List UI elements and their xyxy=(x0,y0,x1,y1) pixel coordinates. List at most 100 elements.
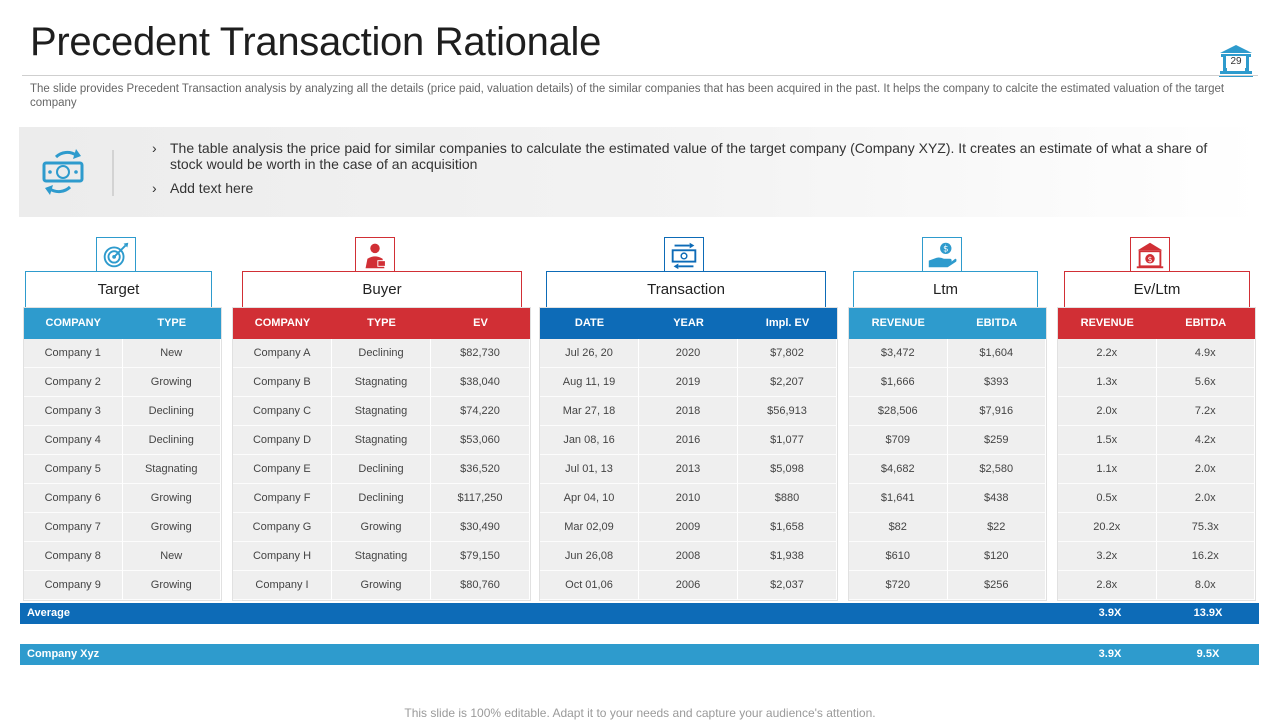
table-cell: $2,037 xyxy=(738,571,837,600)
table-cell: $82 xyxy=(849,513,948,542)
table-cell: $1,077 xyxy=(738,426,837,455)
tab-transaction: Transaction xyxy=(546,271,826,307)
table-cell: Oct 01,06 xyxy=(540,571,639,600)
table-cell: 2016 xyxy=(639,426,738,455)
bank-dollar-icon: $ xyxy=(1130,237,1170,273)
table-cell: 2010 xyxy=(639,484,738,513)
table-cell: $56,913 xyxy=(738,397,837,426)
info-bullet-2: › Add text here xyxy=(152,180,552,196)
table-cell: 16.2x xyxy=(1156,542,1255,571)
table-cell: 2.0x xyxy=(1156,455,1255,484)
column-header: REVENUE xyxy=(849,308,948,339)
page-number: 29 xyxy=(1226,56,1246,68)
table-cell: $709 xyxy=(849,426,948,455)
table-cell: 20.2x xyxy=(1058,513,1157,542)
table-cell: Company 6 xyxy=(24,484,123,513)
table-cell: 2013 xyxy=(639,455,738,484)
table-cell: Declining xyxy=(332,455,431,484)
table-cell: Mar 27, 18 xyxy=(540,397,639,426)
column-header: TYPE xyxy=(122,308,221,339)
table-cell: $22 xyxy=(947,513,1046,542)
table-cell: Stagnating xyxy=(122,455,221,484)
table-cell: $7,802 xyxy=(738,339,837,368)
table-cell: Growing xyxy=(332,513,431,542)
table-cell: Company 1 xyxy=(24,339,123,368)
table-cell: 8.0x xyxy=(1156,571,1255,600)
table-cell: Growing xyxy=(122,484,221,513)
table-cell: Declining xyxy=(122,426,221,455)
target-icon xyxy=(96,237,136,273)
info-bullet-text: Add text here xyxy=(170,180,254,196)
table-cell: Growing xyxy=(122,368,221,397)
table-cell: 1.1x xyxy=(1058,455,1157,484)
table-cell: Aug 11, 19 xyxy=(540,368,639,397)
company-xyz-revenue: 3.9X xyxy=(1098,648,1122,660)
table-cell: Jun 26,08 xyxy=(540,542,639,571)
table-cell: 2.0x xyxy=(1156,484,1255,513)
table-cell: New xyxy=(122,542,221,571)
table-cell: $259 xyxy=(947,426,1046,455)
table-cell: $82,730 xyxy=(431,339,530,368)
table-cell: 2020 xyxy=(639,339,738,368)
ltm-table: REVENUE EBITDA $3,472 $1,604 $1,666 $393 $… xyxy=(848,307,1047,601)
table-cell: $79,150 xyxy=(431,542,530,571)
table-cell: $610 xyxy=(849,542,948,571)
slide-subtitle: The slide provides Precedent Transaction… xyxy=(30,83,1225,109)
average-label: Average xyxy=(27,607,71,619)
title-divider xyxy=(22,75,1258,76)
table-cell: $4,682 xyxy=(849,455,948,484)
table-cell: 1.5x xyxy=(1058,426,1157,455)
company-xyz-row: Company Xyz 3.9X 9.5X xyxy=(20,644,1259,665)
table-cell: Growing xyxy=(332,571,431,600)
table-cell: 7.2x xyxy=(1156,397,1255,426)
table-cell: 2.2x xyxy=(1058,339,1157,368)
table-cell: $1,658 xyxy=(738,513,837,542)
table-cell: $7,916 xyxy=(947,397,1046,426)
svg-text:$: $ xyxy=(943,245,948,255)
chevron-right-icon: › xyxy=(152,180,157,196)
table-cell: Declining xyxy=(122,397,221,426)
table-cell: 2008 xyxy=(639,542,738,571)
table-cell: 2018 xyxy=(639,397,738,426)
tab-buyer: Buyer xyxy=(242,271,522,307)
table-cell: $880 xyxy=(738,484,837,513)
businessman-icon xyxy=(355,237,395,273)
table-cell: 2.0x xyxy=(1058,397,1157,426)
table-cell: 2006 xyxy=(639,571,738,600)
chevron-right-icon: › xyxy=(152,140,157,156)
table-cell: $720 xyxy=(849,571,948,600)
average-ebitda: 13.9X xyxy=(1193,607,1223,619)
table-cell: Mar 02,09 xyxy=(540,513,639,542)
column-header: YEAR xyxy=(639,308,738,339)
table-cell: Company F xyxy=(233,484,332,513)
transaction-table: DATE YEAR Impl. EV Jul 26, 20 2020 $7,802 … xyxy=(539,307,838,601)
table-cell: Stagnating xyxy=(332,542,431,571)
table-cell: $438 xyxy=(947,484,1046,513)
column-header: TYPE xyxy=(332,308,431,339)
table-cell: Company 4 xyxy=(24,426,123,455)
company-xyz-label: Company Xyz xyxy=(27,648,100,660)
table-cell: $28,506 xyxy=(849,397,948,426)
table-cell: Jul 01, 13 xyxy=(540,455,639,484)
column-header: COMPANY xyxy=(24,308,123,339)
table-cell: $38,040 xyxy=(431,368,530,397)
table-cell: $117,250 xyxy=(431,484,530,513)
slide-footer: This slide is 100% editable. Adapt it to… xyxy=(404,706,876,720)
tab-ev-ltm: Ev/Ltm xyxy=(1064,271,1250,307)
info-divider xyxy=(112,150,114,196)
table-cell: 5.6x xyxy=(1156,368,1255,397)
table-cell: Company D xyxy=(233,426,332,455)
table-cell: 4.2x xyxy=(1156,426,1255,455)
table-cell: Company 2 xyxy=(24,368,123,397)
column-header: EV xyxy=(431,308,530,339)
table-cell: $1,641 xyxy=(849,484,948,513)
table-cell: Declining xyxy=(332,339,431,368)
table-cell: 0.5x xyxy=(1058,484,1157,513)
table-cell: 4.9x xyxy=(1156,339,1255,368)
column-header: EBITDA xyxy=(1156,308,1255,339)
average-revenue: 3.9X xyxy=(1098,607,1122,619)
ev-ltm-table: REVENUE EBITDA 2.2x 4.9x 1.3x 5.6x 2.0x 7.2… xyxy=(1057,307,1256,601)
column-header: COMPANY xyxy=(233,308,332,339)
table-cell: Company 9 xyxy=(24,571,123,600)
table-cell: Company C xyxy=(233,397,332,426)
